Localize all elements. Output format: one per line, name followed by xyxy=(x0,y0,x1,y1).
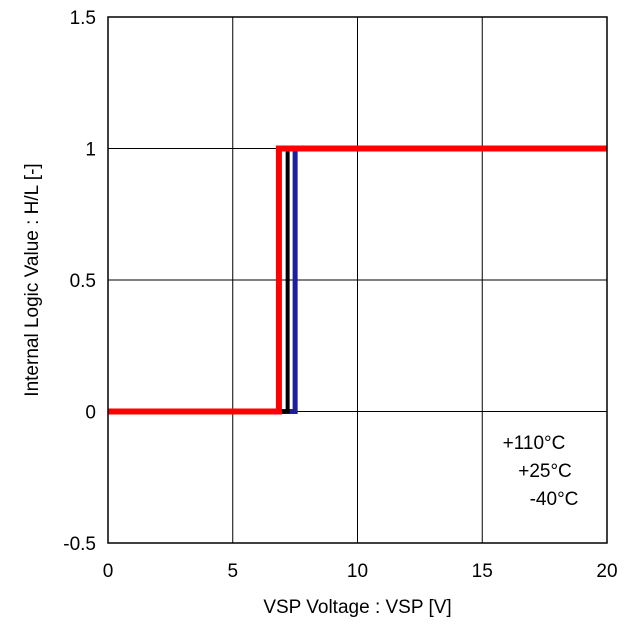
legend-entry: -40°C xyxy=(530,489,579,510)
y-tick-labels: -0.5 0 0.5 1 1.5 xyxy=(63,8,96,555)
y-tick-label: 0.5 xyxy=(70,271,96,292)
series-line xyxy=(108,145,607,415)
y-tick-label: -0.5 xyxy=(63,534,96,555)
legend-entry: +110°C xyxy=(503,433,566,454)
x-tick-label: 5 xyxy=(227,561,238,582)
y-tick-label: 1 xyxy=(85,140,96,161)
x-tick-label: 10 xyxy=(347,561,368,582)
series-lines xyxy=(108,145,607,415)
x-axis-label: VSP Voltage : VSP [V] xyxy=(263,597,451,618)
y-axis-label: Internal Logic Value : H/L [-] xyxy=(22,163,43,396)
legend-entry: +25°C xyxy=(518,461,572,482)
x-tick-label: 15 xyxy=(472,561,493,582)
x-tick-labels: 0 5 10 15 20 xyxy=(103,561,618,582)
x-tick-label: 20 xyxy=(596,561,617,582)
x-tick-label: 0 xyxy=(103,561,114,582)
plot-frame xyxy=(107,16,608,544)
legend: +110°C +25°C -40°C xyxy=(503,433,579,510)
y-tick-label: 1.5 xyxy=(70,8,96,29)
y-tick-label: 0 xyxy=(85,403,96,424)
